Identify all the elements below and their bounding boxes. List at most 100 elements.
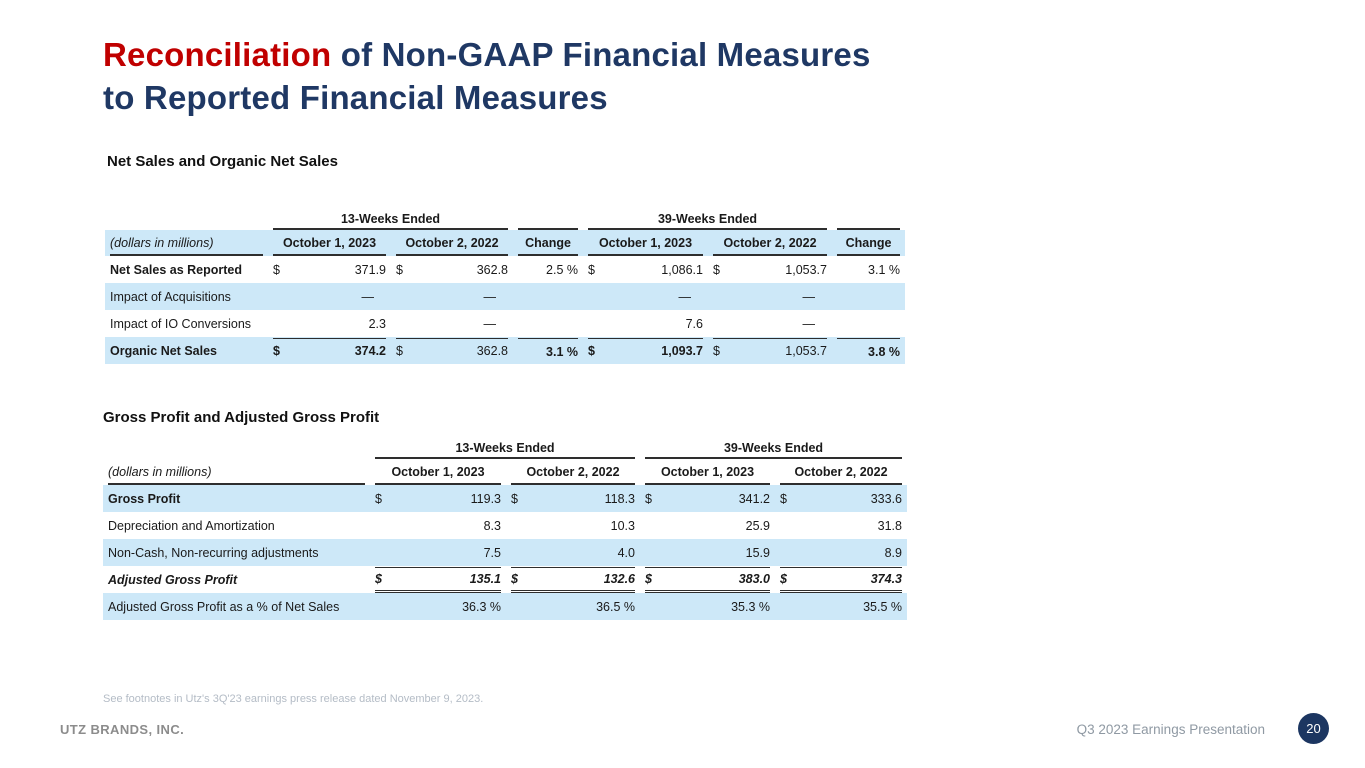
column-header: October 1, 2023 bbox=[268, 230, 391, 256]
cell-money: $333.6 bbox=[775, 485, 907, 512]
cell-value: 7.5 bbox=[483, 545, 501, 560]
table-row: Depreciation and Amortization 8.3 10.3 2… bbox=[103, 512, 907, 539]
cell-value: 341.2 bbox=[738, 491, 770, 506]
column-header: October 1, 2023 bbox=[583, 230, 708, 256]
column-header: October 2, 2022 bbox=[708, 230, 832, 256]
group-header-change-spacer bbox=[513, 207, 583, 230]
cell-value: 4.0 bbox=[617, 545, 635, 560]
cell-value: — bbox=[802, 289, 816, 304]
table-total-row: Organic Net Sales $374.2 $362.8 3.1 % $1… bbox=[105, 337, 905, 364]
row-label: Impact of Acquisitions bbox=[110, 289, 231, 304]
cell-money: $374.2 bbox=[268, 337, 391, 364]
column-header: October 1, 2023 bbox=[640, 459, 775, 485]
column-header: October 1, 2023 bbox=[370, 459, 506, 485]
cell-value: 362.8 bbox=[476, 344, 508, 358]
table-row: Net Sales as Reported $371.9 $362.8 2.5 … bbox=[105, 256, 905, 283]
column-header: October 2, 2022 bbox=[506, 459, 640, 485]
table-header-row: (dollars in millions) October 1, 2023 Oc… bbox=[105, 230, 905, 256]
unit-label-cell: (dollars in millions) bbox=[105, 230, 268, 256]
table-group-header-row: 13-Weeks Ended 39-Weeks Ended bbox=[105, 207, 905, 230]
page-title: Reconciliation of Non-GAAP Financial Mea… bbox=[103, 33, 871, 119]
cell-money: $1,053.7 bbox=[708, 256, 832, 283]
cell-value: 119.3 bbox=[470, 491, 501, 506]
cell-value: 371.9 bbox=[354, 262, 386, 277]
footnote: See footnotes in Utz's 3Q'23 earnings pr… bbox=[103, 693, 484, 705]
cell-value: 25.9 bbox=[745, 518, 770, 533]
dollar-sign: $ bbox=[511, 571, 518, 586]
title-line2: to Reported Financial Measures bbox=[103, 79, 608, 116]
dollar-sign: $ bbox=[273, 262, 280, 277]
cell-money: $1,093.7 bbox=[583, 337, 708, 364]
dollar-sign: $ bbox=[588, 344, 595, 358]
group-header-39wk: 39-Weeks Ended bbox=[583, 207, 832, 230]
cell-value: — bbox=[802, 316, 816, 331]
cell-value: 362.8 bbox=[476, 262, 508, 277]
title-line1-rest: of Non-GAAP Financial Measures bbox=[331, 36, 871, 73]
unit-label-cell: (dollars in millions) bbox=[103, 459, 370, 485]
dollar-sign: $ bbox=[511, 491, 518, 506]
table-row: Impact of Acquisitions — — — — bbox=[105, 283, 905, 310]
footer-presentation-label: Q3 2023 Earnings Presentation bbox=[1076, 722, 1265, 737]
table-row: Impact of IO Conversions 2.3 — 7.6 — bbox=[105, 310, 905, 337]
page-number: 20 bbox=[1306, 721, 1321, 736]
cell-money: $1,053.7 bbox=[708, 337, 832, 364]
cell-value: 1,053.7 bbox=[785, 344, 827, 358]
cell-value: 8.3 bbox=[483, 518, 501, 533]
dollar-sign: $ bbox=[273, 344, 280, 358]
cell-value: 10.3 bbox=[610, 518, 635, 533]
cell-value: 15.9 bbox=[745, 545, 770, 560]
cell-value: 374.3 bbox=[870, 571, 902, 586]
cell-change: 3.8 % bbox=[832, 337, 905, 364]
cell-value: 31.8 bbox=[877, 518, 902, 533]
group-header-39wk: 39-Weeks Ended bbox=[640, 436, 907, 459]
dollar-sign: $ bbox=[645, 491, 652, 506]
dollar-sign: $ bbox=[713, 262, 720, 277]
group-header-spacer bbox=[103, 436, 370, 459]
cell-money: $383.0 bbox=[640, 566, 775, 593]
group-header-13wk: 13-Weeks Ended bbox=[268, 207, 513, 230]
cell-value: 1,093.7 bbox=[661, 344, 703, 358]
gross-profit-table: 13-Weeks Ended 39-Weeks Ended (dollars i… bbox=[103, 436, 907, 620]
dollar-sign: $ bbox=[645, 571, 652, 586]
row-label: Net Sales as Reported bbox=[110, 262, 242, 277]
cell-value: 383.0 bbox=[738, 571, 770, 586]
footer-company-name: UTZ BRANDS, INC. bbox=[60, 722, 185, 737]
cell-value: — bbox=[678, 289, 692, 304]
cell-change: 3.1 % bbox=[513, 337, 583, 364]
dollar-sign: $ bbox=[780, 571, 787, 586]
cell-value: 8.9 bbox=[884, 545, 902, 560]
group-header-spacer bbox=[105, 207, 268, 230]
row-label: Gross Profit bbox=[108, 491, 181, 506]
table-row: Gross Profit $119.3 $118.3 $341.2 $333.6 bbox=[103, 485, 907, 512]
cell-value: 1,086.1 bbox=[661, 262, 703, 277]
cell-value: 118.3 bbox=[604, 491, 635, 506]
table-row: Adjusted Gross Profit as a % of Net Sale… bbox=[103, 593, 907, 620]
cell-value: 1,053.7 bbox=[785, 262, 827, 277]
cell-money: $374.3 bbox=[775, 566, 907, 593]
column-header: Change bbox=[513, 230, 583, 256]
table-row: Non-Cash, Non-recurring adjustments 7.5 … bbox=[103, 539, 907, 566]
row-label: Organic Net Sales bbox=[110, 343, 217, 358]
cell-money: $132.6 bbox=[506, 566, 640, 593]
cell-money: $1,086.1 bbox=[583, 256, 708, 283]
cell-change bbox=[513, 283, 583, 310]
row-label: Adjusted Gross Profit bbox=[108, 572, 238, 587]
cell-money: $119.3 bbox=[370, 485, 506, 512]
cell-value: 36.5 % bbox=[596, 599, 635, 614]
cell-value: 36.3 % bbox=[462, 599, 501, 614]
cell-money: $341.2 bbox=[640, 485, 775, 512]
cell-change bbox=[513, 310, 583, 337]
dollar-sign: $ bbox=[375, 491, 382, 506]
title-highlight: Reconciliation bbox=[103, 36, 332, 73]
table-header-row: (dollars in millions) October 1, 2023 Oc… bbox=[103, 459, 907, 485]
dollar-sign: $ bbox=[396, 262, 403, 277]
cell-change: 2.5 % bbox=[546, 262, 578, 277]
net-sales-table: 13-Weeks Ended 39-Weeks Ended (dollars i… bbox=[105, 207, 905, 364]
table-group-header-row: 13-Weeks Ended 39-Weeks Ended bbox=[103, 436, 907, 459]
column-header: October 2, 2022 bbox=[775, 459, 907, 485]
cell-value: — bbox=[361, 289, 375, 304]
dollar-sign: $ bbox=[588, 262, 595, 277]
group-header-13wk: 13-Weeks Ended bbox=[370, 436, 640, 459]
gross-profit-table-heading: Gross Profit and Adjusted Gross Profit bbox=[103, 409, 380, 426]
